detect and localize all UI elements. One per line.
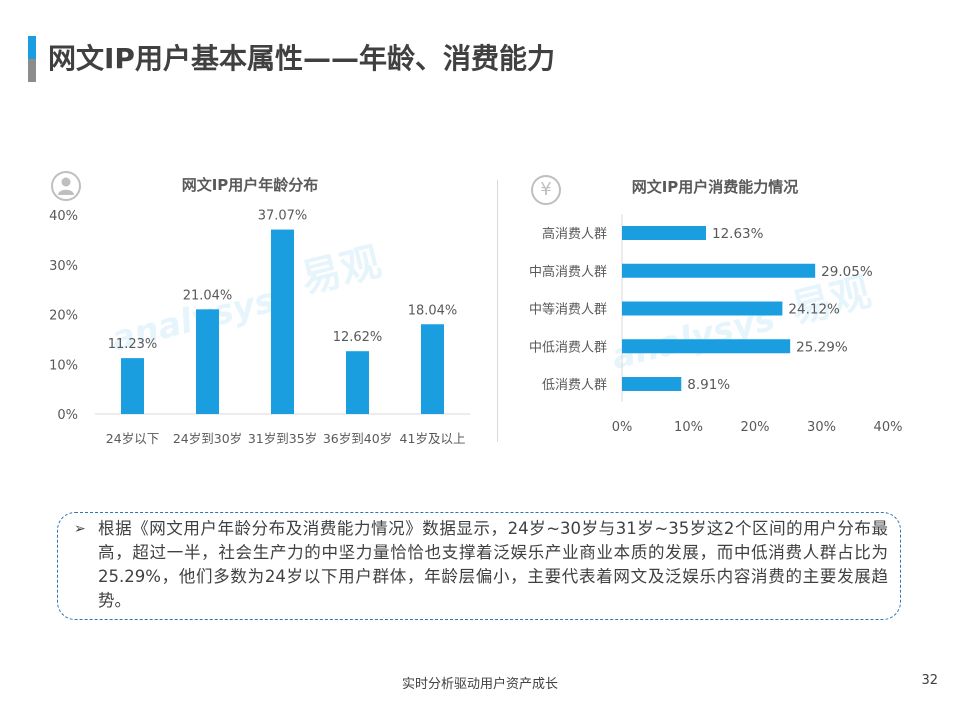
data-label: 37.07% xyxy=(258,209,308,224)
x-tick-label: 36岁到40岁 xyxy=(323,431,392,446)
bar xyxy=(622,377,682,391)
watermark-latin-left: analysys xyxy=(107,280,279,360)
x-tick-label: 41岁及以上 xyxy=(400,431,466,446)
bar xyxy=(622,339,791,354)
x-tick-label: 10% xyxy=(674,420,703,435)
chart-divider xyxy=(497,180,498,442)
x-tick-label: 0% xyxy=(612,420,633,435)
y-tick-label: 中高消费人群 xyxy=(529,264,607,280)
watermark-brand-left: 易观 xyxy=(296,238,386,303)
bar xyxy=(622,226,706,240)
bar xyxy=(622,301,783,316)
bullet-arrow-icon: ➢ xyxy=(74,521,86,537)
bar xyxy=(121,358,144,414)
data-label: 29.05% xyxy=(821,264,873,280)
x-tick-label: 24岁以下 xyxy=(106,431,159,446)
y-tick-label: 低消费人群 xyxy=(542,378,607,393)
spend-chart-title: 网文IP用户消费能力情况 xyxy=(631,178,799,196)
title-accent-bar xyxy=(28,36,36,82)
page-number: 32 xyxy=(921,673,938,688)
summary-box xyxy=(57,512,901,620)
footer-slogan: 实时分析驱动用户资产成长 xyxy=(401,677,558,692)
age-chart-title: 网文IP用户年龄分布 xyxy=(181,176,319,194)
y-tick-label: 中等消费人群 xyxy=(529,302,607,318)
x-tick-label: 30% xyxy=(807,420,836,435)
user-icon xyxy=(51,171,81,201)
x-tick-label: 24岁到30岁 xyxy=(173,431,242,446)
data-label: 11.23% xyxy=(108,337,158,352)
summary-text: 根据《网文用户年龄分布及消费能力情况》数据显示，24岁~30岁与31岁~35岁这… xyxy=(98,519,888,610)
y-tick-label: 30% xyxy=(49,259,78,274)
y-tick-label: 20% xyxy=(49,309,78,324)
y-tick-label: 10% xyxy=(49,358,78,373)
bar xyxy=(346,351,369,414)
data-label: 12.63% xyxy=(712,226,764,242)
x-tick-label: 20% xyxy=(741,420,770,435)
watermark-latin-right: analysys xyxy=(607,298,779,378)
x-tick-label: 40% xyxy=(874,420,903,435)
bar xyxy=(271,229,294,414)
data-label: 8.91% xyxy=(687,377,730,393)
bar xyxy=(196,309,219,414)
y-tick-label: 中低消费人群 xyxy=(529,340,607,355)
yen-icon: ¥ xyxy=(531,175,561,205)
data-label: 12.62% xyxy=(333,330,383,345)
bar xyxy=(622,263,816,278)
page-title: 网文IP用户基本属性——年龄、消费能力 xyxy=(48,42,555,75)
watermark-brand-right: 易观 xyxy=(786,268,876,333)
x-tick-label: 31岁到35岁 xyxy=(248,431,317,446)
y-tick-label: 高消费人群 xyxy=(542,226,607,242)
y-tick-label: 0% xyxy=(57,408,78,423)
y-tick-label: 40% xyxy=(49,209,78,224)
data-label: 24.12% xyxy=(788,302,840,318)
bar xyxy=(421,324,444,414)
data-label: 18.04% xyxy=(408,303,458,318)
data-label: 25.29% xyxy=(796,339,848,355)
data-label: 21.04% xyxy=(183,288,233,303)
